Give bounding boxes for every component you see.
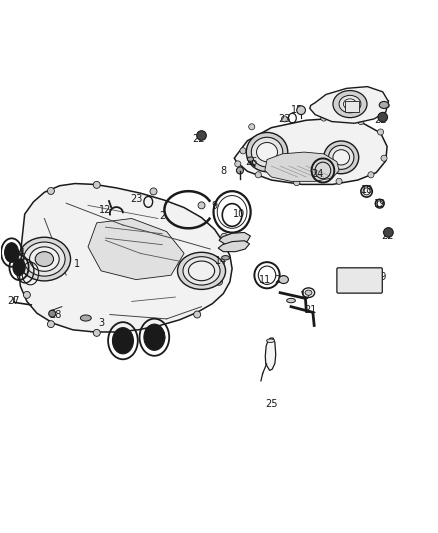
Text: 18: 18	[361, 184, 374, 195]
Polygon shape	[265, 338, 276, 370]
Text: 24: 24	[311, 169, 323, 179]
Ellipse shape	[47, 321, 54, 328]
Ellipse shape	[35, 252, 53, 266]
Ellipse shape	[287, 298, 295, 303]
Text: 4: 4	[18, 248, 25, 259]
Ellipse shape	[194, 311, 201, 318]
Ellipse shape	[381, 155, 387, 161]
Ellipse shape	[358, 118, 364, 125]
Ellipse shape	[177, 252, 226, 289]
Ellipse shape	[93, 181, 100, 188]
Ellipse shape	[47, 188, 54, 195]
Text: 22: 22	[381, 231, 393, 241]
Text: 11: 11	[259, 276, 271, 286]
Ellipse shape	[257, 142, 278, 161]
Ellipse shape	[279, 276, 288, 284]
Text: 10: 10	[233, 209, 245, 219]
Text: 19: 19	[374, 199, 387, 209]
Text: 22: 22	[374, 115, 387, 125]
Ellipse shape	[368, 172, 374, 178]
Text: 23: 23	[278, 114, 291, 124]
Ellipse shape	[5, 243, 18, 262]
Ellipse shape	[113, 328, 134, 354]
FancyBboxPatch shape	[337, 268, 382, 293]
Ellipse shape	[379, 101, 389, 108]
Ellipse shape	[150, 188, 157, 195]
Ellipse shape	[237, 167, 244, 174]
Ellipse shape	[343, 99, 357, 109]
Text: 9: 9	[212, 201, 218, 211]
Text: 1: 1	[74, 260, 80, 269]
Polygon shape	[265, 152, 339, 181]
Ellipse shape	[146, 327, 152, 334]
Ellipse shape	[235, 161, 241, 167]
Ellipse shape	[81, 315, 91, 321]
Text: 27: 27	[7, 296, 20, 306]
Ellipse shape	[221, 233, 228, 240]
Polygon shape	[218, 241, 250, 252]
Ellipse shape	[197, 131, 206, 140]
Ellipse shape	[222, 256, 230, 260]
Text: 29: 29	[374, 272, 387, 282]
Ellipse shape	[24, 242, 65, 276]
Ellipse shape	[18, 237, 71, 281]
Ellipse shape	[183, 257, 220, 285]
Ellipse shape	[305, 290, 312, 295]
Ellipse shape	[255, 172, 261, 178]
Ellipse shape	[328, 146, 354, 169]
Text: 7: 7	[124, 342, 131, 352]
Text: 5: 5	[18, 263, 25, 273]
Text: 2: 2	[159, 211, 166, 221]
Polygon shape	[310, 87, 389, 123]
Text: 3: 3	[98, 318, 104, 328]
Ellipse shape	[282, 116, 288, 122]
Text: 21: 21	[304, 305, 317, 315]
Ellipse shape	[198, 202, 205, 209]
Ellipse shape	[246, 133, 288, 172]
Polygon shape	[19, 183, 232, 332]
Text: 8: 8	[220, 166, 226, 176]
Ellipse shape	[339, 95, 361, 113]
Text: 20: 20	[274, 276, 286, 286]
Ellipse shape	[336, 179, 342, 184]
Ellipse shape	[333, 150, 350, 165]
Ellipse shape	[29, 247, 59, 271]
Ellipse shape	[324, 141, 359, 174]
Text: 22: 22	[192, 134, 204, 144]
Polygon shape	[88, 219, 184, 280]
Ellipse shape	[378, 112, 388, 122]
Text: 14: 14	[215, 256, 227, 266]
Ellipse shape	[321, 115, 327, 121]
Ellipse shape	[13, 259, 25, 276]
Ellipse shape	[333, 91, 367, 118]
Ellipse shape	[249, 124, 255, 130]
Text: 17: 17	[300, 291, 312, 301]
Text: 25: 25	[265, 399, 278, 409]
Ellipse shape	[144, 324, 165, 350]
Polygon shape	[345, 101, 359, 111]
Text: 6: 6	[159, 332, 165, 342]
Text: 13: 13	[226, 240, 238, 249]
Ellipse shape	[23, 292, 30, 298]
Ellipse shape	[215, 278, 223, 285]
Ellipse shape	[240, 148, 246, 154]
Ellipse shape	[188, 261, 215, 281]
Ellipse shape	[267, 339, 275, 343]
Text: 16: 16	[379, 100, 391, 110]
Text: 15: 15	[291, 105, 304, 115]
Text: 23: 23	[130, 194, 142, 204]
Text: 12: 12	[99, 205, 112, 215]
Ellipse shape	[384, 228, 393, 237]
Ellipse shape	[293, 180, 300, 185]
Polygon shape	[219, 232, 251, 245]
Ellipse shape	[378, 129, 384, 135]
Polygon shape	[234, 118, 387, 184]
Ellipse shape	[251, 138, 283, 167]
Ellipse shape	[297, 106, 305, 115]
Ellipse shape	[93, 329, 100, 336]
Text: 26: 26	[246, 157, 258, 167]
Ellipse shape	[247, 157, 254, 161]
Text: 28: 28	[49, 310, 61, 320]
Ellipse shape	[49, 310, 56, 317]
